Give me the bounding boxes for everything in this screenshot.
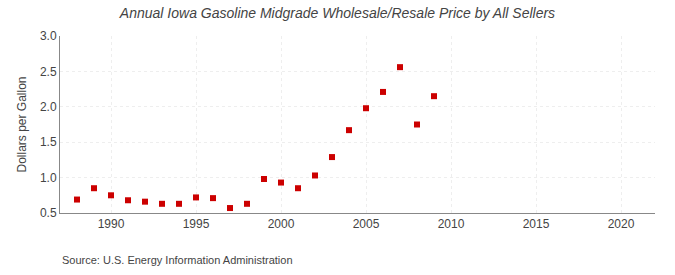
svg-text:2015: 2015 [523,217,550,231]
svg-text:1995: 1995 [183,217,210,231]
svg-text:2000: 2000 [268,217,295,231]
svg-text:1990: 1990 [98,217,125,231]
svg-text:2.0: 2.0 [40,100,57,114]
svg-text:0.5: 0.5 [40,206,57,220]
svg-text:1.0: 1.0 [40,171,57,185]
svg-text:2020: 2020 [608,217,635,231]
svg-text:Dollars per Gallon: Dollars per Gallon [15,76,29,172]
svg-text:2.5: 2.5 [40,65,57,79]
svg-text:1.5: 1.5 [40,135,57,149]
svg-text:2005: 2005 [353,217,380,231]
svg-text:Annual Iowa Gasoline Midgrade: Annual Iowa Gasoline Midgrade Wholesale/… [119,5,555,21]
svg-text:2010: 2010 [438,217,465,231]
svg-text:3.0: 3.0 [40,29,57,43]
svg-text:Source: U.S. Energy Informatio: Source: U.S. Energy Information Administ… [62,254,293,266]
